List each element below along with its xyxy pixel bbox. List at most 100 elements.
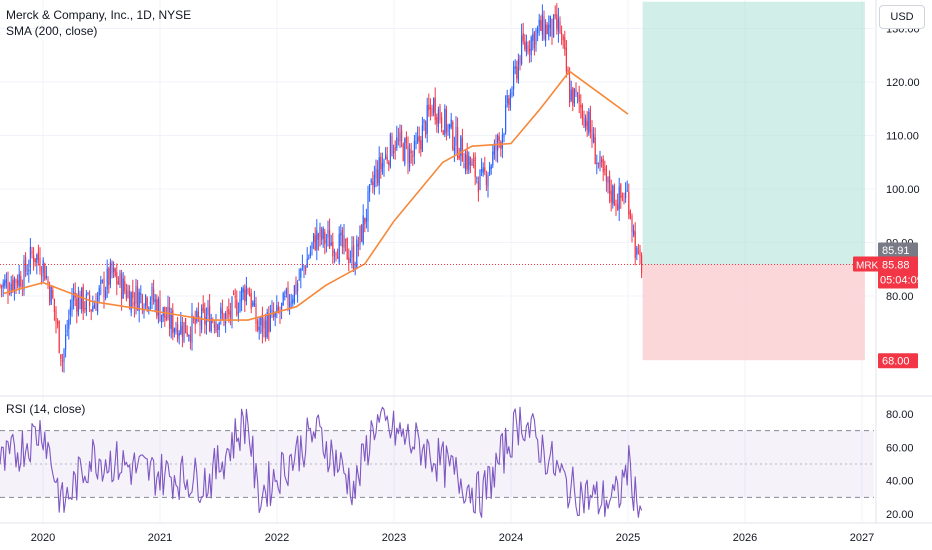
candle-body (474, 156, 476, 178)
rsi-line[interactable] (0, 406, 643, 518)
candle-body (252, 302, 254, 306)
prev-price-tag: 85.91 (882, 245, 910, 257)
candle-body (428, 104, 430, 111)
candle-body (273, 312, 275, 318)
candle-body (575, 89, 577, 93)
candle-body (10, 283, 12, 293)
candle-body (634, 231, 636, 258)
time-tick-label: 2027 (850, 532, 874, 544)
candle-body (281, 302, 283, 310)
last-price-box-bg (878, 256, 918, 289)
candle-body (185, 318, 187, 334)
candle-body (105, 290, 107, 299)
candle-body (289, 303, 291, 310)
candle-body (29, 246, 31, 267)
currency-selector[interactable]: USD (879, 5, 925, 29)
candle-body (269, 313, 271, 331)
candle-body (90, 309, 92, 312)
loss-zone[interactable] (642, 264, 865, 361)
candle-body (612, 185, 614, 204)
candle-body (495, 144, 497, 150)
rsi-legend[interactable]: RSI (14, close) (6, 402, 86, 416)
candle-body (529, 48, 531, 52)
candle-body (439, 106, 441, 121)
candle-body (146, 298, 148, 309)
sma-line[interactable] (3, 70, 629, 321)
candle-body (621, 195, 623, 198)
rsi-tick-label: 80.00 (886, 409, 914, 421)
candle-body (353, 245, 355, 270)
candle-body (237, 311, 239, 313)
candle-body (367, 191, 369, 222)
candle-body (348, 257, 350, 264)
candle-body (559, 21, 561, 34)
candle-body (25, 257, 27, 272)
candle-body (546, 24, 548, 35)
candle-body (285, 288, 287, 294)
candle-body (154, 299, 156, 303)
candle-body (106, 268, 108, 290)
candle-body (359, 226, 361, 245)
candle-body (277, 306, 279, 312)
candle-body (161, 314, 163, 323)
candle-body (180, 321, 182, 334)
candle-body (319, 227, 321, 238)
candle-body (580, 104, 582, 108)
candle-body (271, 309, 273, 313)
candle-body (453, 147, 455, 151)
candle-body (458, 155, 460, 160)
candle-body (338, 234, 340, 263)
candle-body (426, 105, 428, 134)
candle-body (386, 156, 388, 161)
candle-body (50, 286, 52, 305)
candle-body (431, 107, 433, 116)
candle-body (492, 151, 494, 166)
candle-body (586, 120, 588, 130)
candle-body (202, 304, 204, 311)
candle-body (297, 283, 299, 292)
candle-body (501, 134, 503, 149)
candle-body (433, 98, 435, 113)
candle-body (109, 262, 111, 285)
candle-body (410, 151, 412, 153)
candle-body (500, 142, 502, 149)
candle-body (145, 295, 147, 306)
candle-body (228, 309, 230, 315)
candle-body (525, 42, 527, 53)
candle-body (121, 273, 123, 300)
candle-body (279, 312, 281, 314)
candle-body (429, 106, 431, 109)
candle-body (132, 291, 134, 298)
candle-body (407, 145, 409, 164)
candle-body (588, 112, 590, 134)
candle-body (413, 140, 415, 156)
candle-body (71, 299, 73, 311)
candle-body (321, 229, 323, 240)
candle-body (601, 159, 603, 163)
candle-body (477, 181, 479, 193)
sma-legend[interactable]: SMA (200, close) (6, 24, 98, 38)
stop-price-tag-bg (878, 353, 918, 369)
candle-body (442, 130, 444, 135)
candle-body (1, 285, 3, 287)
candle-body (133, 301, 135, 306)
candle-body (490, 165, 492, 170)
candle-body (623, 200, 625, 202)
candle-body (165, 316, 167, 321)
candle-body (609, 175, 611, 195)
candle-body (65, 335, 67, 350)
candle-body (617, 204, 619, 211)
candle-body (530, 37, 532, 56)
candle-body (282, 293, 284, 306)
profit-zone[interactable] (642, 1, 865, 265)
candle-body (484, 167, 486, 172)
candle-body (615, 204, 617, 206)
candle-body (391, 136, 393, 156)
candle-body (532, 34, 534, 41)
candle-body (455, 126, 457, 146)
candle-body (460, 135, 462, 157)
candle-body (215, 322, 217, 331)
candle-body (73, 292, 75, 301)
candle-body (241, 288, 243, 302)
